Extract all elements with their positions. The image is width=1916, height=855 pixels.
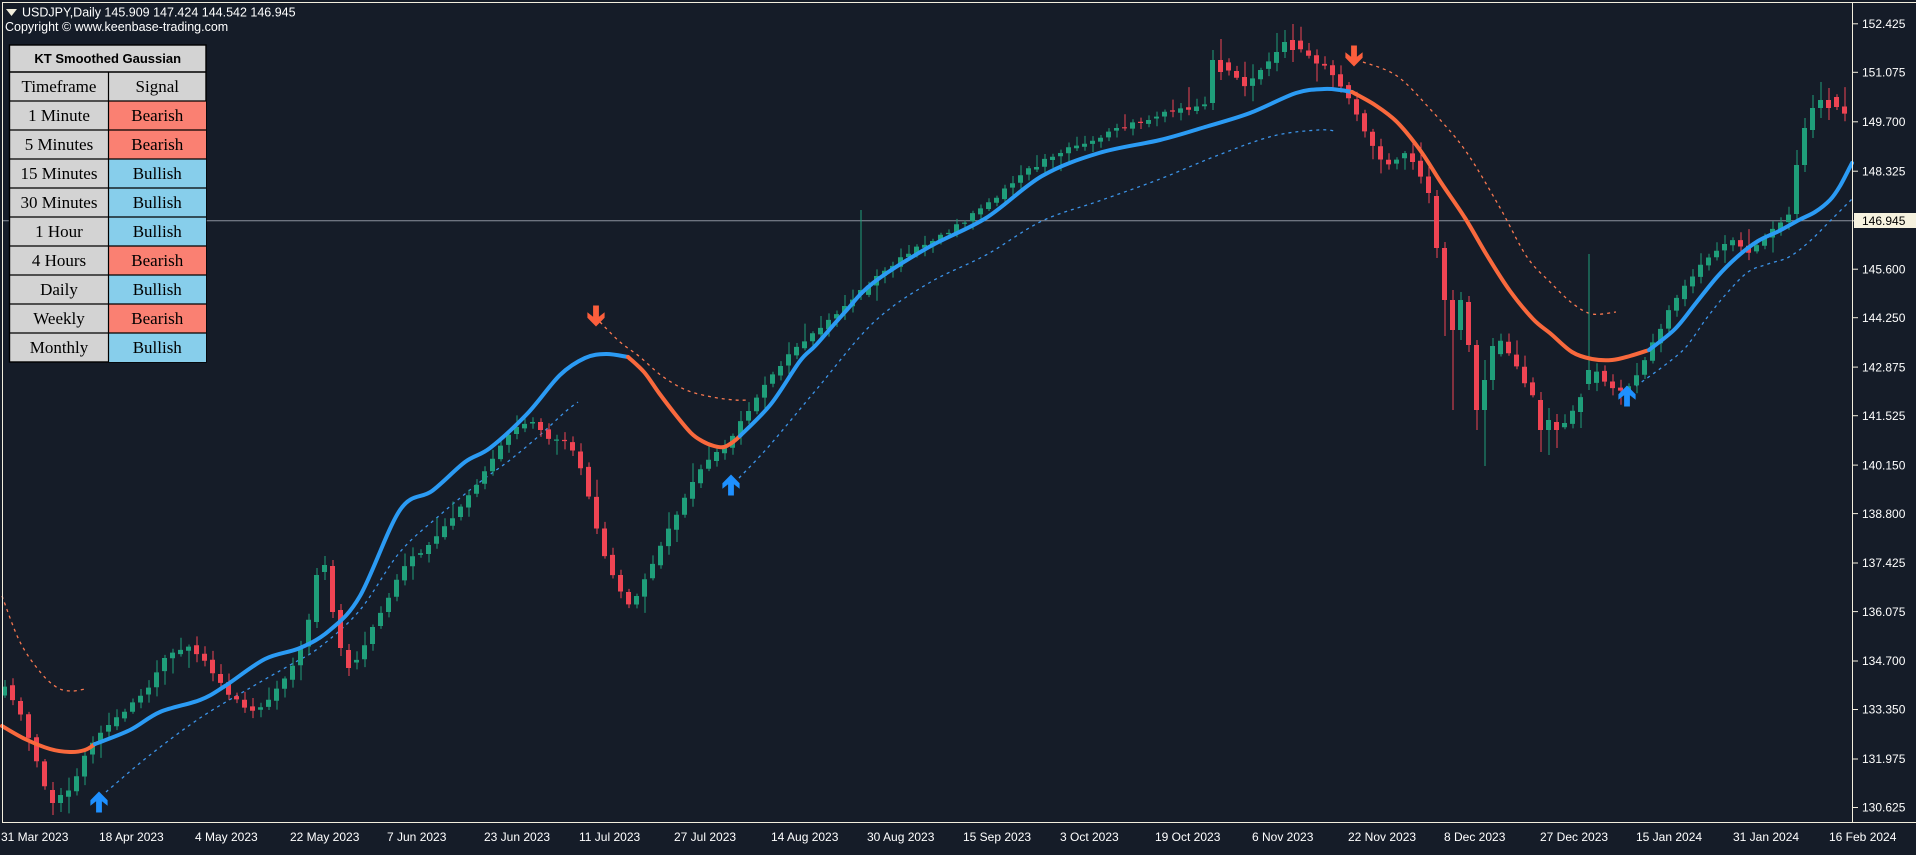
svg-text:30 Aug 2023: 30 Aug 2023 (867, 830, 935, 844)
svg-text:8 Dec 2023: 8 Dec 2023 (1444, 830, 1506, 844)
svg-text:146.945: 146.945 (1862, 214, 1906, 228)
svg-text:148.325: 148.325 (1862, 164, 1906, 178)
svg-text:149.700: 149.700 (1862, 115, 1906, 129)
svg-text:30 Minutes: 30 Minutes (21, 193, 98, 212)
svg-text:USDJPY,Daily 145.909 147.424: USDJPY,Daily 145.909 147.424 144.542 146… (22, 6, 296, 20)
svg-text:136.075: 136.075 (1862, 605, 1906, 619)
svg-text:Timeframe: Timeframe (22, 77, 97, 96)
svg-text:22 Nov 2023: 22 Nov 2023 (1348, 830, 1416, 844)
svg-text:Weekly: Weekly (33, 309, 85, 328)
svg-text:11 Jul 2023: 11 Jul 2023 (579, 830, 640, 844)
svg-text:18 Apr 2023: 18 Apr 2023 (99, 830, 164, 844)
svg-text:141.525: 141.525 (1862, 409, 1906, 423)
svg-text:131.975: 131.975 (1862, 752, 1906, 766)
svg-text:31 Mar 2023: 31 Mar 2023 (1, 830, 69, 844)
svg-text:145.600: 145.600 (1862, 262, 1906, 276)
svg-text:133.350: 133.350 (1862, 703, 1906, 717)
svg-text:140.150: 140.150 (1862, 458, 1906, 472)
svg-text:Bearish: Bearish (131, 309, 183, 328)
svg-text:Bearish: Bearish (131, 251, 183, 270)
svg-text:1 Hour: 1 Hour (35, 222, 83, 241)
svg-text:27 Jul 2023: 27 Jul 2023 (674, 830, 736, 844)
svg-text:6 Nov 2023: 6 Nov 2023 (1252, 830, 1314, 844)
svg-text:Signal: Signal (136, 77, 180, 96)
svg-text:Bullish: Bullish (133, 193, 183, 212)
svg-text:15 Jan 2024: 15 Jan 2024 (1636, 830, 1702, 844)
svg-text:151.075: 151.075 (1862, 66, 1906, 80)
svg-text:4 May 2023: 4 May 2023 (195, 830, 258, 844)
svg-text:3 Oct 2023: 3 Oct 2023 (1060, 830, 1119, 844)
svg-text:7 Jun 2023: 7 Jun 2023 (387, 830, 447, 844)
svg-text:152.425: 152.425 (1862, 17, 1906, 31)
svg-text:142.875: 142.875 (1862, 360, 1906, 374)
svg-text:14 Aug 2023: 14 Aug 2023 (771, 830, 839, 844)
svg-text:Daily: Daily (40, 280, 78, 299)
svg-text:4 Hours: 4 Hours (32, 251, 86, 270)
svg-text:5 Minutes: 5 Minutes (25, 135, 93, 154)
svg-text:137.425: 137.425 (1862, 556, 1906, 570)
svg-text:Bullish: Bullish (133, 164, 183, 183)
svg-text:Bearish: Bearish (131, 106, 183, 125)
svg-text:Bearish: Bearish (131, 135, 183, 154)
svg-text:27 Dec 2023: 27 Dec 2023 (1540, 830, 1608, 844)
svg-text:16 Feb 2024: 16 Feb 2024 (1829, 830, 1897, 844)
svg-text:Bullish: Bullish (133, 280, 183, 299)
svg-text:31 Jan 2024: 31 Jan 2024 (1733, 830, 1799, 844)
svg-text:KT Smoothed Gaussian: KT Smoothed Gaussian (34, 51, 181, 66)
svg-text:Bullish: Bullish (133, 338, 183, 357)
svg-text:15 Minutes: 15 Minutes (21, 164, 98, 183)
svg-text:Bullish: Bullish (133, 222, 183, 241)
svg-text:144.250: 144.250 (1862, 311, 1906, 325)
svg-text:134.700: 134.700 (1862, 654, 1906, 668)
svg-text:Monthly: Monthly (30, 338, 89, 357)
svg-text:Copyright © www.keenbase-tradi: Copyright © www.keenbase-trading.com (5, 20, 228, 34)
svg-text:23 Jun 2023: 23 Jun 2023 (484, 830, 550, 844)
svg-text:138.800: 138.800 (1862, 507, 1906, 521)
svg-text:1 Minute: 1 Minute (28, 106, 90, 125)
svg-text:15 Sep 2023: 15 Sep 2023 (963, 830, 1031, 844)
svg-text:19 Oct 2023: 19 Oct 2023 (1155, 830, 1221, 844)
svg-text:22 May 2023: 22 May 2023 (290, 830, 360, 844)
svg-text:130.625: 130.625 (1862, 801, 1906, 815)
